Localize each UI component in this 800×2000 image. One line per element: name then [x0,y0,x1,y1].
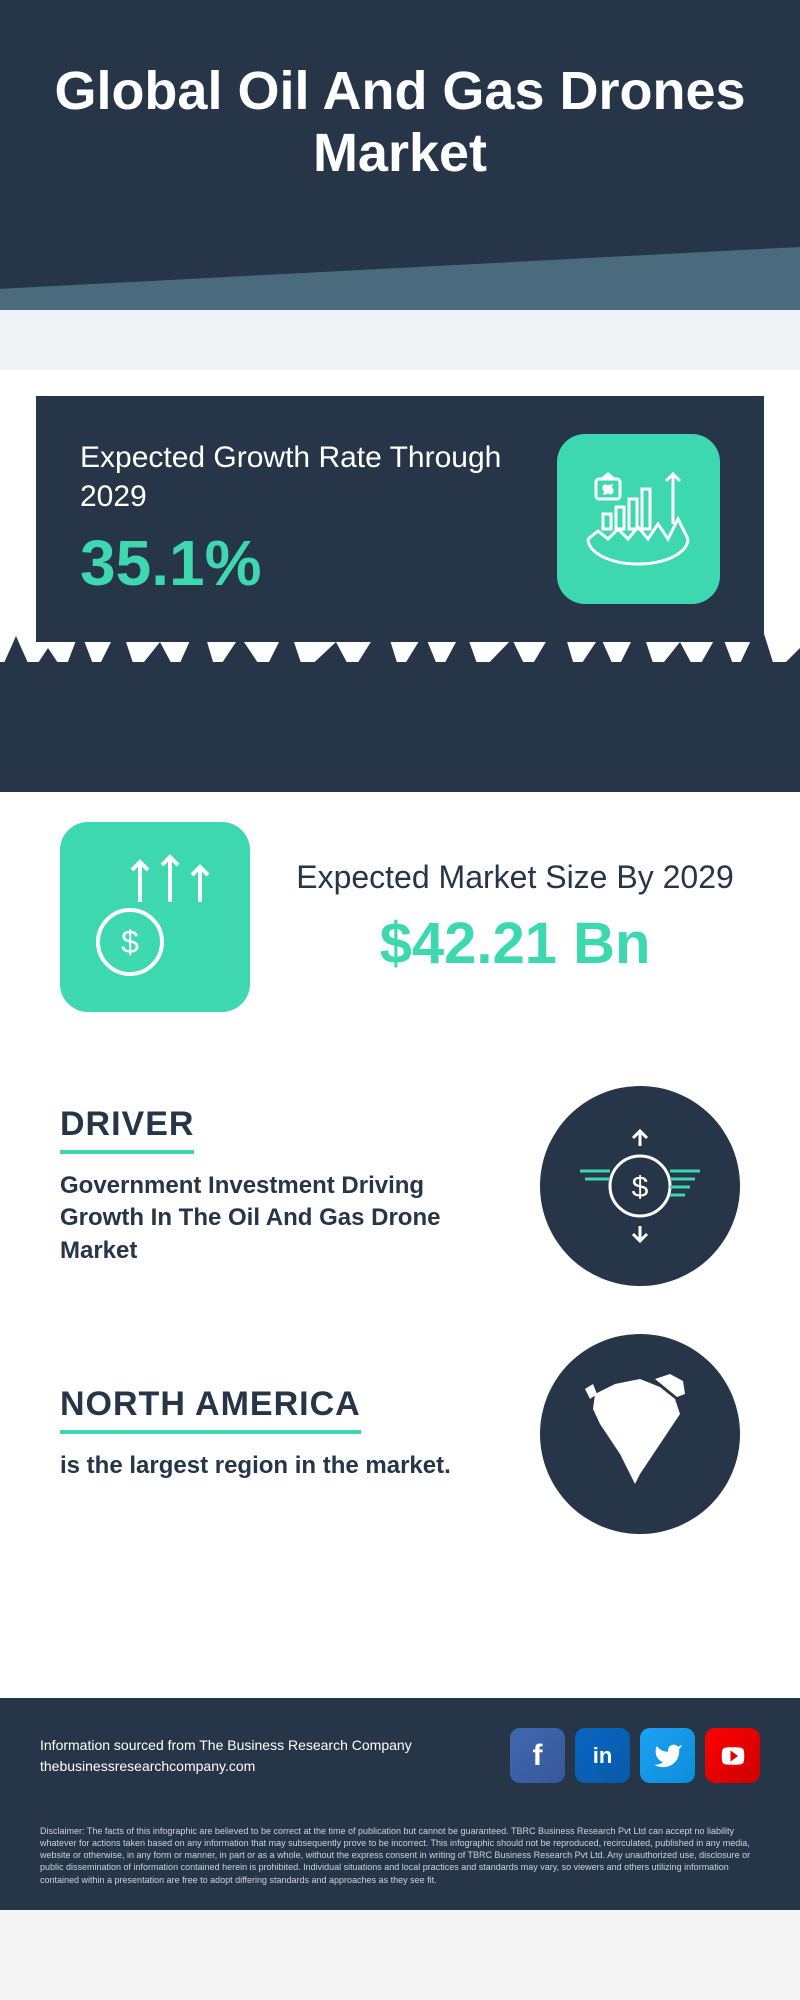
linkedin-icon[interactable]: in [575,1728,630,1783]
growth-chart-icon: % [557,434,720,604]
growth-text-block: Expected Growth Rate Through 2029 35.1% [80,438,557,600]
region-description: is the largest region in the market. [60,1450,500,1482]
driver-description: Government Investment Driving Growth In … [60,1170,500,1267]
region-section: NORTH AMERICA is the largest region in t… [0,1310,800,1558]
svg-text:$: $ [632,1171,649,1204]
footer-line-2: thebusinessresearchcompany.com [40,1756,412,1777]
driver-title: DRIVER [60,1105,194,1154]
growth-rate-section: Expected Growth Rate Through 2029 35.1% … [36,396,764,642]
header-section: Global Oil And Gas Drones Market [0,0,800,370]
growth-value: 35.1% [80,526,557,600]
social-icons-row: f in [510,1728,760,1783]
twitter-icon[interactable] [640,1728,695,1783]
driver-dollar-icon: $ [540,1086,740,1286]
growth-label: Expected Growth Rate Through 2029 [80,438,557,516]
market-size-value: $42.21 Bn [290,910,740,977]
youtube-icon[interactable] [705,1728,760,1783]
infographic-container: Global Oil And Gas Drones Market Expecte… [0,0,800,1910]
svg-text:%: % [604,485,613,496]
disclaimer-text: Disclaimer: The facts of this infographi… [0,1813,800,1910]
footer-attribution: Information sourced from The Business Re… [40,1735,412,1777]
driver-text-block: DRIVER Government Investment Driving Gro… [60,1105,500,1267]
market-size-text-block: Expected Market Size By 2029 $42.21 Bn [290,857,740,978]
footer-section: Information sourced from The Business Re… [0,1698,800,1813]
driver-section: DRIVER Government Investment Driving Gro… [0,1062,800,1310]
facebook-icon[interactable]: f [510,1728,565,1783]
region-title: NORTH AMERICA [60,1385,361,1434]
market-size-icon: $ [60,822,250,1012]
market-size-label: Expected Market Size By 2029 [290,857,740,899]
footer-line-1: Information sourced from The Business Re… [40,1735,412,1756]
main-title: Global Oil And Gas Drones Market [0,0,800,184]
skyline-silhouette [0,662,800,792]
market-size-section: $ Expected Market Size By 2029 $42.21 Bn [0,792,800,1062]
north-america-map-icon [540,1334,740,1534]
region-text-block: NORTH AMERICA is the largest region in t… [60,1385,500,1482]
svg-text:$: $ [121,924,139,960]
